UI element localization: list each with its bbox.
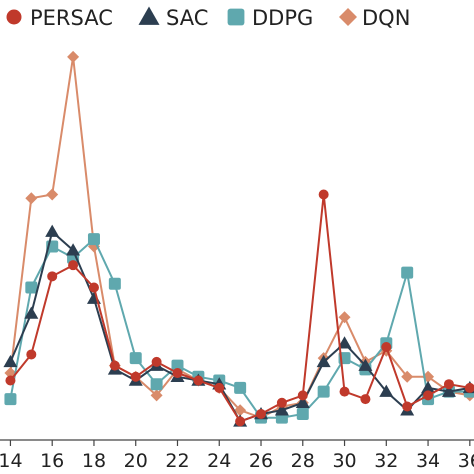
data-point-sac bbox=[421, 380, 436, 394]
data-point-persac bbox=[276, 397, 287, 408]
data-point-ddpg bbox=[129, 352, 142, 365]
data-point-sac bbox=[358, 358, 373, 371]
series-line-dqn bbox=[9, 55, 470, 419]
data-point-persac bbox=[402, 401, 413, 412]
data-point-dqn bbox=[338, 311, 351, 324]
data-point-sac bbox=[337, 336, 352, 349]
data-point-sac bbox=[45, 224, 60, 237]
x-tick-label: 28 bbox=[291, 450, 315, 472]
data-point-persac bbox=[443, 379, 454, 390]
data-point-ddpg bbox=[317, 385, 330, 398]
data-point-dqn bbox=[46, 188, 59, 201]
series-persac bbox=[5, 189, 474, 427]
data-point-ddpg bbox=[25, 281, 38, 294]
data-point-dqn bbox=[234, 404, 247, 417]
legend-item-sac: SAC bbox=[138, 6, 208, 30]
data-point-persac bbox=[381, 342, 392, 352]
data-point-persac bbox=[109, 360, 120, 371]
data-point-persac bbox=[297, 390, 308, 401]
data-point-persac bbox=[193, 375, 204, 386]
data-point-dqn bbox=[150, 389, 163, 402]
data-point-persac bbox=[5, 375, 16, 386]
data-point-sac bbox=[295, 395, 310, 409]
data-point-persac bbox=[360, 394, 371, 405]
legend-marker-ddpg bbox=[227, 8, 245, 26]
data-point-persac bbox=[172, 368, 183, 379]
data-point-ddpg bbox=[296, 407, 309, 420]
data-point-dqn bbox=[67, 50, 80, 63]
legend-item-persac: PERSAC bbox=[6, 6, 113, 30]
data-point-dqn bbox=[401, 370, 414, 383]
x-tick-label: 20 bbox=[124, 450, 148, 472]
data-point-persac bbox=[47, 271, 58, 282]
x-tick-label: 22 bbox=[165, 450, 189, 472]
x-tick-label: 16 bbox=[40, 450, 64, 472]
data-point-persac bbox=[151, 356, 162, 367]
legend-item-dqn: DQN bbox=[339, 6, 410, 30]
x-axis: 14 16 18 20 22 24 26 28 30 32 34 36 bbox=[0, 439, 474, 472]
x-tick-label: 24 bbox=[207, 450, 231, 472]
data-point-persac bbox=[235, 416, 246, 427]
legend-label: DQN bbox=[362, 6, 410, 30]
data-point-persac bbox=[318, 189, 329, 200]
data-point-persac bbox=[423, 390, 434, 401]
data-point-sac bbox=[66, 243, 81, 256]
x-tick-label: 30 bbox=[332, 450, 356, 472]
data-point-ddpg bbox=[401, 266, 414, 279]
x-tick-label: 26 bbox=[249, 450, 273, 472]
data-point-sac bbox=[441, 384, 456, 397]
data-point-ddpg bbox=[108, 277, 121, 290]
legend-marker-persac bbox=[6, 9, 22, 25]
legend-label: DDPG bbox=[252, 6, 313, 30]
legend-label: SAC bbox=[166, 6, 208, 30]
data-point-ddpg bbox=[234, 381, 247, 394]
x-tick-label: 32 bbox=[374, 450, 398, 472]
data-point-sac bbox=[24, 306, 39, 319]
legend-item-ddpg: DDPG bbox=[227, 6, 313, 30]
data-point-dqn bbox=[25, 192, 38, 205]
data-point-persac bbox=[256, 408, 267, 419]
data-point-persac bbox=[68, 260, 79, 271]
data-point-ddpg bbox=[87, 233, 100, 246]
data-point-sac bbox=[316, 354, 331, 368]
data-point-persac bbox=[26, 349, 37, 360]
data-point-sac bbox=[274, 403, 289, 416]
data-point-persac bbox=[464, 382, 474, 393]
legend-marker-dqn bbox=[339, 8, 357, 26]
plot-area bbox=[3, 50, 474, 427]
legend: PERSAC SAC DDPG DQN bbox=[6, 6, 410, 30]
data-point-ddpg bbox=[171, 359, 184, 372]
x-tick-label: 18 bbox=[82, 450, 106, 472]
data-point-sac bbox=[379, 384, 394, 397]
data-point-persac bbox=[214, 382, 225, 393]
x-tick-label: 34 bbox=[416, 450, 440, 472]
data-point-persac bbox=[339, 386, 350, 397]
data-point-persac bbox=[130, 371, 141, 382]
legend-label: PERSAC bbox=[30, 6, 113, 30]
x-tick-label: 14 bbox=[0, 450, 23, 472]
data-point-persac bbox=[88, 282, 99, 293]
legend-marker-sac bbox=[138, 6, 160, 25]
data-point-ddpg bbox=[4, 393, 17, 406]
data-point-ddpg bbox=[150, 378, 163, 391]
series-dqn bbox=[4, 50, 474, 424]
data-point-sac bbox=[3, 354, 18, 368]
x-tick-label: 36 bbox=[458, 450, 474, 472]
